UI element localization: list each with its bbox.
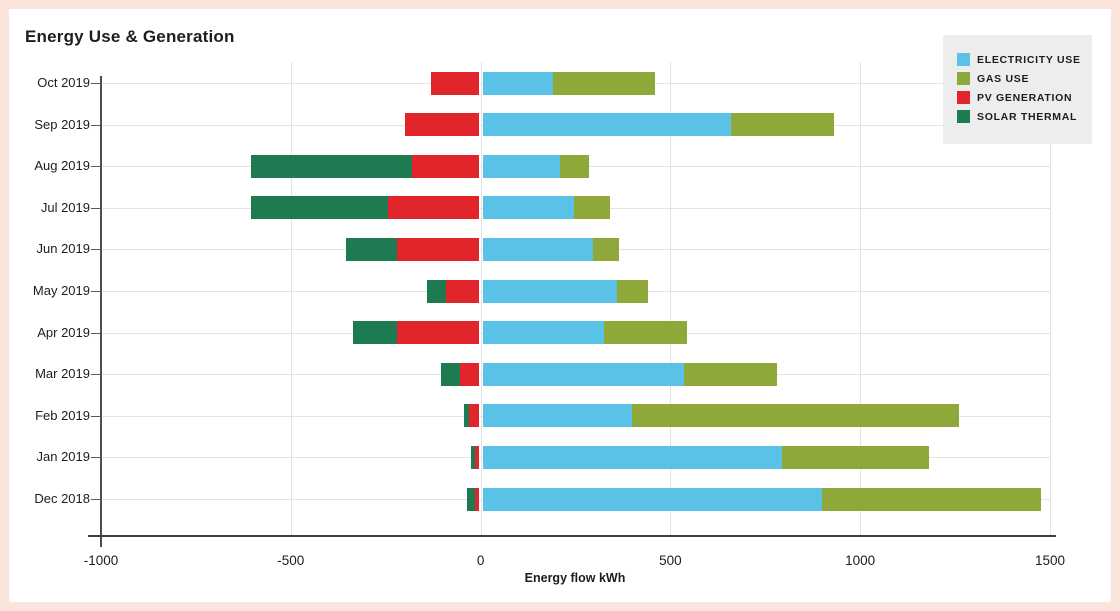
month-label: Mar 2019 [35,366,90,382]
legend-label: GAS USE [977,72,1030,85]
legend-item-electricity-use: ELECTRICITY USE [957,50,1092,69]
bar-segment-solar_thermal [467,487,475,511]
bar-segment-gas [683,362,777,386]
bar-segment-pv [446,279,479,303]
bar-segment-gas [617,279,648,303]
month-label: Apr 2019 [37,324,90,340]
y-axis-tick [91,499,100,500]
gridline-vertical [1050,62,1051,536]
x-tick-label: -500 [277,553,305,568]
bar-segment-electricity [482,113,732,137]
month-label: Oct 2019 [37,75,90,90]
bar-segment-solar_thermal [427,279,447,303]
y-axis-line [100,76,102,547]
y-axis-tick [91,457,100,459]
y-axis-tick [91,415,100,417]
bar-segment-gas [592,237,620,261]
gridline-vertical [670,62,672,536]
gridline-vertical [290,62,292,536]
month-label: Jan 2019 [36,449,91,465]
bar-segment-solar_thermal [463,404,470,428]
y-axis-tick [91,332,100,334]
bar-segment-electricity [482,487,823,511]
x-axis-line [88,535,1056,537]
bar-segment-gas [603,321,688,345]
bar-segment-solar_thermal [440,362,460,386]
legend-label: PV GENERATION [977,91,1073,104]
bar-segment-electricity [482,362,684,386]
bar-segment-electricity [482,196,574,220]
x-tick-label: 0 [476,553,485,568]
y-axis-tick [91,249,100,251]
gas-use-swatch-icon [957,72,970,85]
bar-segment-pv [469,404,479,428]
y-axis-tick [91,291,100,292]
bar-segment-pv [431,71,479,95]
legend-item-pv-generation: PV GENERATION [957,88,1092,107]
y-axis-tick [91,207,100,209]
bar-segment-gas [560,154,589,178]
bar-segment-solar_thermal [250,154,413,178]
solar-thermal-swatch-icon [957,110,970,123]
month-label: May 2019 [32,283,90,298]
legend: ELECTRICITY USE GAS USE PV GENERATION SO… [943,35,1092,144]
month-label: Dec 2018 [34,491,90,506]
legend-item-gas-use: GAS USE [957,69,1092,88]
bar-segment-electricity [482,279,618,303]
gridline-vertical [860,62,862,536]
y-axis-tick [91,166,100,168]
bar-segment-gas [573,196,610,220]
bar-segment-pv [387,196,479,220]
month-label: Jul 2019 [40,199,90,215]
electricity-use-swatch-icon [957,53,970,66]
bar-segment-electricity [482,237,593,261]
legend-label: ELECTRICITY USE [977,53,1081,66]
bar-segment-solar_thermal [345,237,398,261]
bar-segment-gas [731,113,834,137]
x-axis-label: Energy flow kWh [524,571,626,585]
gridline-vertical [480,62,482,536]
bar-segment-pv [459,362,479,386]
bar-segment-electricity [482,404,633,428]
bar-segment-pv [412,154,479,178]
bar-segment-pv [474,445,479,469]
pv-generation-swatch-icon [957,91,970,104]
bar-segment-gas [782,445,929,469]
bar-segment-gas [822,487,1041,511]
bar-segment-gas [632,404,959,428]
bar-segment-electricity [482,445,783,469]
y-axis-tick [91,124,100,126]
bar-segment-solar_thermal [353,321,398,345]
legend-item-solar-thermal: SOLAR THERMAL [957,107,1092,126]
bar-segment-pv [404,113,479,137]
y-axis-tick [91,374,100,376]
bar-segment-pv [397,321,479,345]
x-tick-label: 500 [659,553,682,568]
bar-segment-electricity [482,154,561,178]
x-tick-label: 1000 [845,553,876,568]
month-label: Jun 2019 [36,241,91,257]
month-label: Feb 2019 [35,407,90,423]
bar-segment-solar_thermal [471,445,475,469]
bar-segment-solar_thermal [250,196,388,220]
chart-title: Energy Use & Generation [25,27,235,46]
bar-segment-electricity [482,71,553,95]
x-tick-label: -1000 [83,553,119,568]
bar-segment-gas [552,71,656,95]
month-label: Sep 2019 [34,116,90,132]
y-axis-tick [91,83,100,84]
x-tick-label: 1500 [1034,553,1066,568]
legend-label: SOLAR THERMAL [977,110,1078,123]
bar-segment-pv [474,487,479,511]
month-label: Aug 2019 [34,158,90,174]
bar-segment-electricity [482,321,604,345]
bar-segment-pv [397,237,479,261]
